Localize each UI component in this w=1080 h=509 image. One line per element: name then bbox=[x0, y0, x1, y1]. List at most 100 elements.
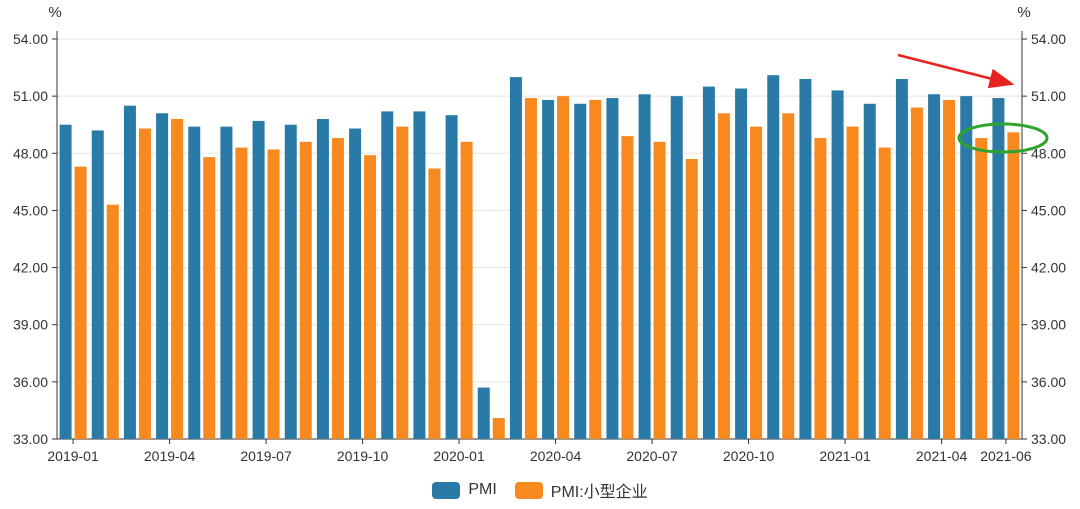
x-tick-label: 2020-01 bbox=[433, 448, 485, 464]
y-tick-label-right: 45.00 bbox=[1031, 202, 1066, 218]
bar-pmi-small bbox=[717, 113, 730, 440]
x-tick-label: 2020-10 bbox=[723, 448, 775, 464]
bar-pmi-small bbox=[364, 155, 377, 439]
bar-pmi bbox=[156, 113, 169, 440]
legend-swatch-pmi-small bbox=[514, 481, 543, 499]
bar-pmi bbox=[91, 130, 104, 439]
bar-pmi-small bbox=[235, 147, 248, 440]
y-tick-label-left: 45.00 bbox=[13, 202, 48, 218]
y-tick-label-left: 39.00 bbox=[13, 317, 48, 333]
y-tick-label-right: 39.00 bbox=[1031, 317, 1066, 333]
bar-pmi bbox=[188, 126, 201, 439]
bar-pmi bbox=[574, 103, 587, 439]
y-tick-label-left: 54.00 bbox=[13, 31, 48, 47]
x-tick-label: 2019-01 bbox=[47, 448, 99, 464]
bar-pmi bbox=[863, 103, 876, 439]
legend-label-pmi-small: PMI:小型企业 bbox=[550, 484, 648, 501]
bar-pmi bbox=[895, 79, 908, 439]
bar-pmi-small bbox=[782, 113, 795, 440]
bar-pmi-small bbox=[267, 149, 280, 439]
bar-pmi-small bbox=[557, 96, 570, 440]
bar-pmi-small bbox=[878, 147, 891, 440]
legend: PMI PMI:小型企业 bbox=[0, 478, 1080, 502]
x-tick-label: 2019-04 bbox=[144, 448, 196, 464]
bar-pmi bbox=[284, 124, 297, 439]
bar-pmi bbox=[670, 96, 683, 440]
x-tick-label: 2021-06 bbox=[980, 448, 1032, 464]
bar-pmi-small bbox=[943, 99, 956, 439]
y-tick-label-right: 54.00 bbox=[1031, 31, 1066, 47]
bar-pmi bbox=[992, 98, 1005, 440]
y-tick-label-left: 36.00 bbox=[13, 374, 48, 390]
bar-pmi-small bbox=[138, 128, 151, 439]
x-tick-label: 2021-01 bbox=[819, 448, 871, 464]
bar-pmi-small bbox=[106, 204, 119, 439]
bar-pmi-small bbox=[171, 119, 184, 439]
y-unit-right: % bbox=[1017, 4, 1030, 21]
bar-pmi-small bbox=[653, 141, 666, 439]
bar-pmi bbox=[799, 79, 812, 439]
y-tick-label-right: 51.00 bbox=[1031, 88, 1066, 104]
annotation-ellipse bbox=[957, 122, 1049, 154]
legend-item-pmi[interactable]: PMI bbox=[432, 478, 497, 502]
bar-pmi bbox=[606, 98, 619, 440]
grid-lines bbox=[57, 38, 1022, 440]
y-tick-label-right: 42.00 bbox=[1031, 260, 1066, 276]
y-tick-label-left: 48.00 bbox=[13, 145, 48, 161]
y-tick-label-right: 36.00 bbox=[1031, 374, 1066, 390]
bar-pmi-small bbox=[814, 138, 827, 440]
bar-pmi bbox=[542, 99, 555, 439]
bar-pmi-small bbox=[203, 157, 216, 439]
bar-pmi-small bbox=[428, 168, 441, 439]
bar-pmi bbox=[220, 126, 233, 439]
bars bbox=[59, 75, 1020, 440]
bar-pmi bbox=[735, 88, 748, 440]
bar-pmi-small bbox=[975, 138, 988, 440]
bar-pmi bbox=[960, 96, 973, 440]
bar-chart: 33.00 33.00 36.00 36.00 39.00 39.00 42.00 42.00… bbox=[13, 4, 1066, 464]
bar-pmi-small bbox=[492, 418, 505, 439]
bar-pmi-small bbox=[846, 126, 859, 439]
bar-pmi-small bbox=[331, 138, 344, 440]
x-tick-label: 2020-07 bbox=[626, 448, 678, 464]
bar-pmi bbox=[123, 105, 136, 440]
bar-pmi bbox=[638, 94, 651, 439]
bar-pmi bbox=[252, 120, 265, 440]
bar-pmi-small bbox=[685, 159, 698, 439]
axes bbox=[52, 31, 1027, 444]
y-tick-label-left: 51.00 bbox=[13, 88, 48, 104]
bar-pmi-small bbox=[460, 141, 473, 439]
bar-pmi bbox=[413, 111, 426, 439]
bar-pmi-small bbox=[1007, 132, 1020, 440]
x-tick-label: 2019-07 bbox=[240, 448, 292, 464]
tick-labels: 33.00 33.00 36.00 36.00 39.00 39.00 42.00 42.00… bbox=[13, 4, 1066, 464]
bar-pmi-small bbox=[750, 126, 763, 439]
y-tick-label-right: 33.00 bbox=[1031, 431, 1066, 447]
bar-pmi bbox=[477, 387, 490, 439]
bar-pmi-small bbox=[74, 166, 87, 439]
x-tick-label: 2021-04 bbox=[916, 448, 968, 464]
legend-swatch-pmi bbox=[432, 481, 461, 499]
x-tick-label: 2019-10 bbox=[337, 448, 389, 464]
bar-pmi-small bbox=[589, 99, 602, 439]
bar-pmi-small bbox=[299, 141, 312, 439]
annotations bbox=[897, 53, 1049, 154]
bar-pmi bbox=[316, 119, 329, 439]
y-unit-left: % bbox=[48, 4, 61, 21]
bar-pmi bbox=[509, 77, 522, 439]
bar-pmi bbox=[381, 111, 394, 439]
y-tick-label-right: 48.00 bbox=[1031, 145, 1066, 161]
bar-pmi-small bbox=[910, 107, 923, 440]
bar-pmi bbox=[59, 124, 72, 439]
bar-pmi bbox=[831, 90, 844, 439]
bar-pmi bbox=[767, 75, 780, 439]
legend-item-pmi-small[interactable]: PMI:小型企业 bbox=[514, 478, 648, 502]
bar-pmi bbox=[702, 86, 715, 439]
bar-pmi-small bbox=[621, 136, 634, 439]
legend-label-pmi: PMI bbox=[468, 481, 497, 498]
annotation-arrow bbox=[897, 53, 1015, 89]
bar-pmi bbox=[928, 94, 941, 439]
x-tick-label: 2020-04 bbox=[530, 448, 582, 464]
bar-pmi-small bbox=[524, 98, 537, 440]
